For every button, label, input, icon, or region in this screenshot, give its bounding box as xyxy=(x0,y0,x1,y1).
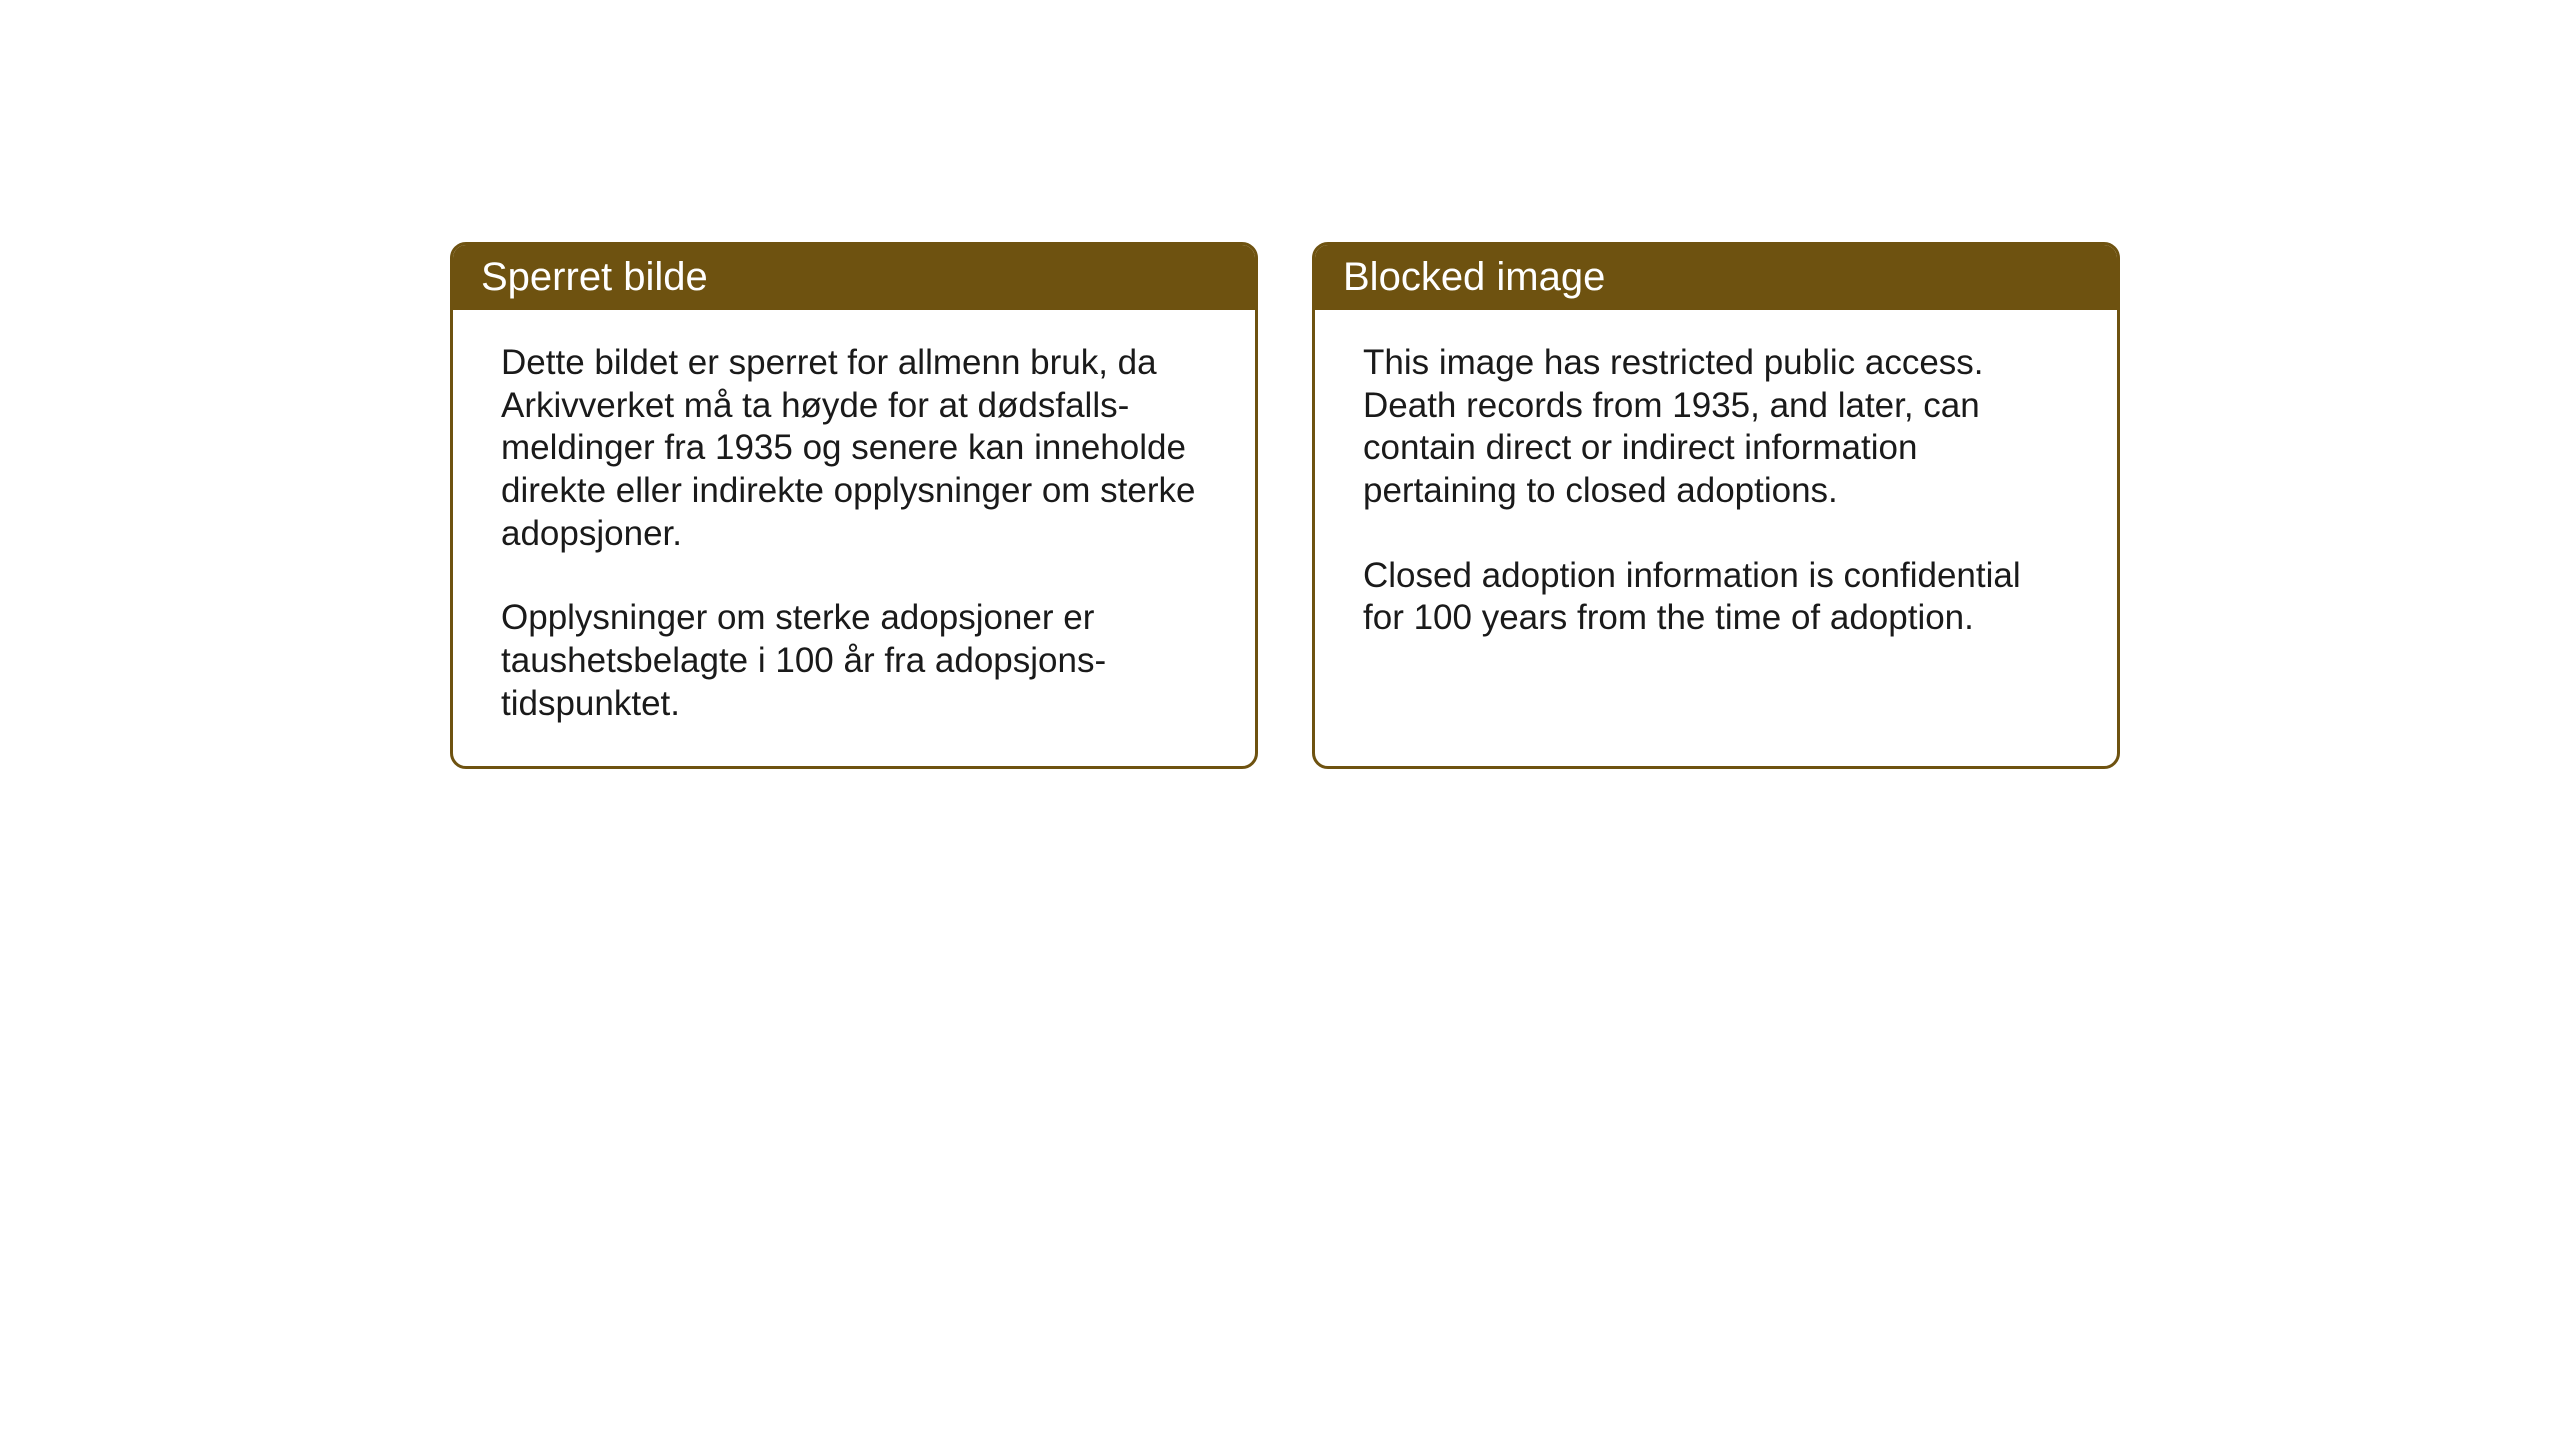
card-title-norwegian: Sperret bilde xyxy=(481,255,708,299)
card-body-norwegian: Dette bildet er sperret for allmenn bruk… xyxy=(453,310,1255,766)
notice-container: Sperret bilde Dette bildet er sperret fo… xyxy=(450,242,2120,769)
card-paragraph-2-norwegian: Opplysninger om sterke adopsjoner er tau… xyxy=(501,597,1207,725)
notice-card-norwegian: Sperret bilde Dette bildet er sperret fo… xyxy=(450,242,1258,769)
card-paragraph-1-english: This image has restricted public access.… xyxy=(1363,342,2069,513)
notice-card-english: Blocked image This image has restricted … xyxy=(1312,242,2120,769)
card-title-english: Blocked image xyxy=(1343,255,1605,299)
card-header-norwegian: Sperret bilde xyxy=(453,245,1255,310)
card-header-english: Blocked image xyxy=(1315,245,2117,310)
card-paragraph-1-norwegian: Dette bildet er sperret for allmenn bruk… xyxy=(501,342,1207,555)
card-body-english: This image has restricted public access.… xyxy=(1315,310,2117,740)
card-paragraph-2-english: Closed adoption information is confident… xyxy=(1363,555,2069,640)
